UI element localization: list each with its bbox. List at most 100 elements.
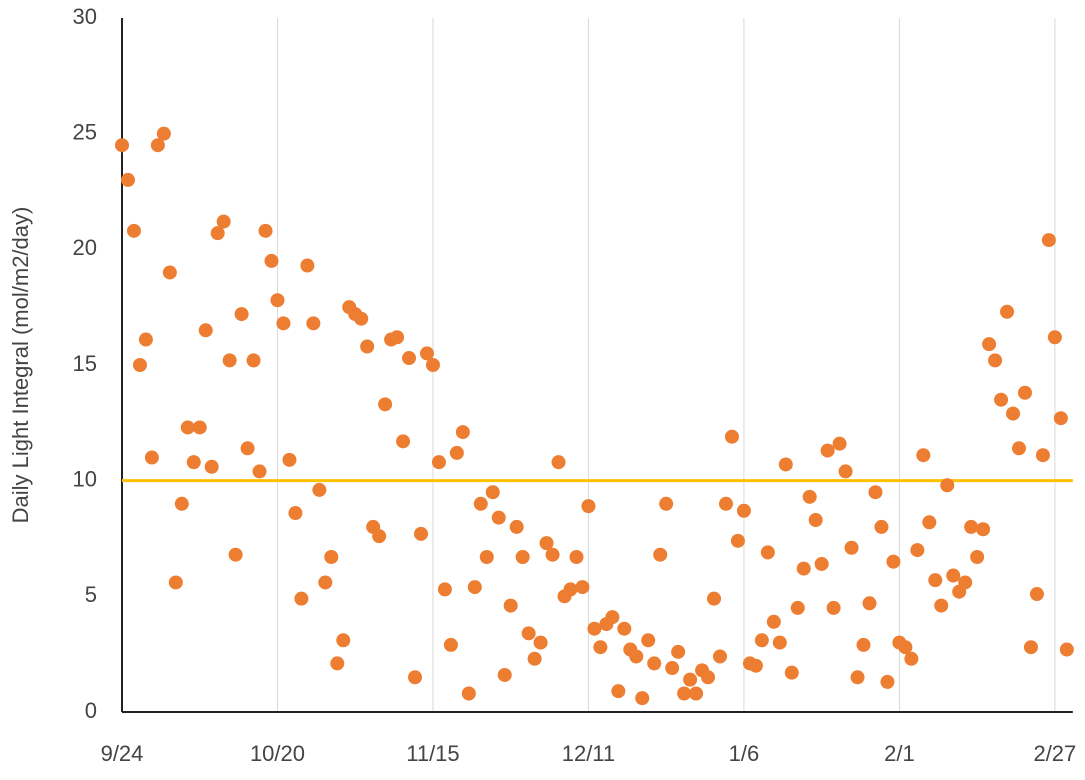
data-point xyxy=(659,496,674,511)
data-point xyxy=(294,591,309,606)
data-point xyxy=(922,515,937,530)
data-point xyxy=(611,684,626,699)
data-point xyxy=(491,510,506,525)
data-point xyxy=(312,482,327,497)
data-point xyxy=(1035,448,1050,463)
y-tick-label: 25 xyxy=(73,119,97,144)
data-point xyxy=(898,640,913,655)
data-point xyxy=(222,353,237,368)
data-point xyxy=(958,575,973,590)
data-point xyxy=(1012,441,1026,456)
data-point xyxy=(234,307,249,322)
data-point xyxy=(707,591,722,606)
data-point xyxy=(216,214,231,229)
data-point xyxy=(874,519,889,534)
data-point xyxy=(730,533,745,548)
data-point xyxy=(736,503,751,518)
data-point xyxy=(126,223,141,238)
data-point xyxy=(665,661,680,676)
data-point xyxy=(414,526,428,541)
data-point xyxy=(1006,406,1021,421)
data-point xyxy=(156,126,171,141)
data-point xyxy=(605,610,620,625)
data-point xyxy=(754,633,769,648)
data-point xyxy=(306,316,321,331)
data-point xyxy=(162,265,177,280)
data-point xyxy=(838,464,853,479)
data-point xyxy=(1029,587,1044,602)
data-point xyxy=(748,658,763,673)
data-point xyxy=(593,640,608,655)
data-point xyxy=(988,353,1003,368)
data-point xyxy=(976,522,991,537)
data-point xyxy=(527,651,542,666)
data-point xyxy=(641,633,656,648)
data-point xyxy=(138,332,153,347)
data-point xyxy=(790,600,805,615)
y-tick-label: 30 xyxy=(73,4,97,29)
data-point xyxy=(330,656,345,671)
data-point xyxy=(390,330,405,345)
data-point xyxy=(880,674,895,689)
data-point xyxy=(569,550,584,565)
data-point xyxy=(437,582,452,597)
data-point xyxy=(1041,233,1056,248)
data-point xyxy=(1053,411,1068,426)
data-point xyxy=(916,448,931,463)
x-tick-label: 2/27 xyxy=(1033,741,1076,766)
data-point xyxy=(832,436,847,451)
data-point xyxy=(252,464,267,479)
data-point xyxy=(479,550,494,565)
data-point xyxy=(264,253,279,268)
y-axis-label: Daily Light Integral (mol/m2/day) xyxy=(8,207,33,524)
data-point xyxy=(563,582,578,597)
data-point xyxy=(539,536,554,551)
data-point xyxy=(647,656,662,671)
data-point xyxy=(198,323,213,338)
data-point xyxy=(372,529,387,544)
data-point xyxy=(443,637,458,652)
data-point xyxy=(258,223,273,238)
data-point xyxy=(970,550,985,565)
data-point xyxy=(192,420,207,435)
data-point xyxy=(760,545,775,560)
data-point xyxy=(677,686,692,701)
data-point xyxy=(533,635,548,650)
data-point xyxy=(886,554,901,569)
x-tick-label: 1/6 xyxy=(729,741,760,766)
data-point xyxy=(485,485,500,500)
data-point xyxy=(701,670,716,685)
data-point xyxy=(180,420,195,435)
data-point xyxy=(982,337,997,352)
data-point xyxy=(228,547,243,562)
data-point xyxy=(862,596,877,611)
data-point xyxy=(910,543,925,558)
data-point xyxy=(964,519,979,534)
data-point xyxy=(449,445,464,460)
data-point xyxy=(282,452,297,467)
data-point xyxy=(144,450,159,465)
data-point xyxy=(467,580,482,595)
data-point xyxy=(778,457,793,472)
data-point xyxy=(497,667,512,682)
data-point xyxy=(300,258,315,273)
data-point xyxy=(210,226,225,241)
data-point xyxy=(928,573,943,588)
data-point xyxy=(551,455,566,470)
data-point xyxy=(288,506,303,521)
data-point xyxy=(336,633,351,648)
data-point xyxy=(1059,642,1074,657)
x-tick-label: 2/1 xyxy=(884,741,915,766)
data-point xyxy=(115,138,129,153)
data-point xyxy=(718,496,733,511)
data-point xyxy=(850,670,865,685)
data-point xyxy=(671,644,686,659)
data-point xyxy=(772,635,787,650)
data-point xyxy=(473,496,488,511)
data-point xyxy=(904,651,919,666)
data-point xyxy=(587,621,602,636)
data-point xyxy=(150,138,165,153)
data-point xyxy=(246,353,261,368)
data-point xyxy=(784,665,799,680)
